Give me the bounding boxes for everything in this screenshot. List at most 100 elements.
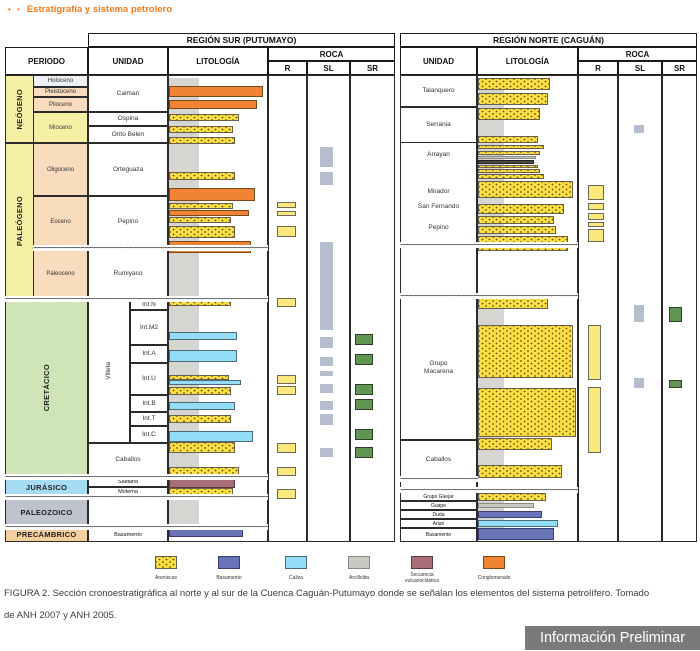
period-label: CRETÁCICO [5,299,88,477]
period-label: JURÁSICO [5,477,88,497]
lith-bar-sand [478,295,548,309]
period-label-text: NEÓGENO [14,88,24,130]
epoch-cell-text: Paleoceno [46,270,75,277]
roca-box-r [588,387,601,453]
norte-region-title: REGIÓN NORTE (CAGUÁN) [493,35,604,45]
epoch-cell: Mioceno [33,112,88,143]
lith-bar-sand [478,78,550,90]
period-label-text: PALEOZOICO [20,507,73,517]
unit-cell-text: Rumiyaco [113,269,143,277]
period-label: PALEOZOICO [5,497,88,527]
lith-bar-sand [169,217,231,223]
roca-box-sl [320,242,333,330]
unit-cell: San Fernando [400,200,477,214]
lith-bar-sand [478,151,540,155]
sur-header-periodo: PERIODO [5,47,88,75]
unit-cell-text: Int.M2 [139,323,159,331]
unit-cell-text: Int.N [142,300,156,308]
legend-label-text: Areniscas [155,575,177,581]
lith-bar-sand [478,108,540,120]
norte-header-litologia: LITOLOGÍA [477,47,578,75]
epoch-cell: Plioceno [33,97,88,112]
legend-label-text: Arcillolita [348,575,369,581]
unit-cell-text: Int.U [142,375,156,383]
unit-cell: Basamento [400,528,477,542]
unit-cell-text: San Fernando [417,203,460,211]
roca-box-sl [320,401,333,410]
unit-cell-text: Orito Belen [111,130,145,138]
roca-box-sl [320,337,333,348]
roca-box-sl [320,357,333,366]
lith-bar-sand [478,169,540,173]
unit-cell-text: Talanquero [422,87,455,95]
unconformity-wavy-line: ~~~~~~~~~~~~~~~~~~~~~~~~~~~~~~~~~~~~~~~~… [5,524,268,530]
norte-header-unidad: UNIDAD [400,47,477,75]
sur-header-unidad: UNIDAD [88,47,168,75]
sur-header-unidad-text: UNIDAD [112,56,144,66]
lith-bar-sand [169,114,239,121]
roca-box-r [277,298,296,307]
unconformity-wavy-line-text: ~~~~~~~~~~~~~~~~~~~~~~~~~~~~~~~~~~~~~~~~… [33,245,268,251]
epoch-cell-text: Oligoceno [46,166,75,173]
unit-cell: Pepino [400,221,477,235]
lith-bar-sand [478,174,544,179]
norte-header-sl-text: SL [634,63,646,73]
arcillolita-band [169,78,199,536]
unit-cell-text: Caballos [115,456,141,464]
roca-box-r [588,325,601,380]
lith-bar-congl [169,86,263,97]
legend-label: Caliza [268,571,324,585]
legend-label: Arcillolita [331,571,387,585]
norte-header-litologia-text: LITOLOGÍA [505,56,550,66]
lith-bar-sand [478,465,562,478]
period-label-text: JURÁSICO [25,482,68,492]
epoch-cell-text: Mioceno [49,124,72,131]
lith-bar-congl [169,188,255,201]
sur-header-litologia: LITOLOGÍA [168,47,268,75]
roca-box-r [588,229,604,242]
roca-box-sr [355,334,373,345]
unit-cell-text: Grupo Macarena [424,359,453,375]
sur-header-roca: ROCA [268,47,395,61]
unconformity-wavy-line: ~~~~~~~~~~~~~~~~~~~~~~~~~~~~~~~~~~~~~~~~… [400,293,578,299]
unconformity-wavy-line: ~~~~~~~~~~~~~~~~~~~~~~~~~~~~~~~~~~~~~~~~… [5,296,268,302]
legend-label-text: Secuencia vulcanoclástica [405,572,439,584]
norte-header-sr: SR [662,61,697,75]
lith-bar-caliza [169,332,237,340]
preliminary-info-badge: Información Preliminar [525,626,700,650]
unconformity-wavy-line-text: ~~~~~~~~~~~~~~~~~~~~~~~~~~~~~~~~~~~~~~~~… [5,296,268,302]
legend-swatch-sand [155,556,177,569]
lith-bar-sand [478,145,544,149]
period-label-text: PALEÓGENO [14,195,24,247]
lith-bar-congl [169,100,257,109]
lith-bar-sand [478,325,573,378]
unit-cell-text: Duda [432,511,445,518]
legend-swatch-base [218,556,240,569]
sur-header-sl: SL [307,61,350,75]
lith-bar-sand [169,203,233,209]
legend-swatch-congl [483,556,505,569]
sur-sr-column [350,75,395,542]
lith-bar-clay [478,156,536,159]
lith-bar-sand [478,181,573,198]
roca-box-sl [634,125,644,133]
norte-header-sl: SL [618,61,662,75]
legend-label-text: Conglomerado [477,575,511,581]
unit-cell: Caballos [400,440,477,479]
unit-cell-text: Int.B [142,399,156,407]
unit-cell: Int.T [130,412,168,426]
norte-header-roca-text: ROCA [625,49,650,59]
unit-cell: Pepino [88,196,168,248]
caption-text-1: FIGURA 2. Sección cronoestratigráfica al… [4,588,650,599]
sur-header-sr: SR [350,61,395,75]
lith-bar-sand [478,204,564,214]
lith-bar-caliza [169,380,241,385]
unconformity-wavy-line: ~~~~~~~~~~~~~~~~~~~~~~~~~~~~~~~~~~~~~~~~… [400,242,578,248]
lith-bar-sand [478,93,548,105]
norte-header-r-text: R [595,63,601,73]
period-label: PALEÓGENO [5,143,33,299]
unit-cell-text: Saldaña [117,479,139,485]
unconformity-wavy-line: ~~~~~~~~~~~~~~~~~~~~~~~~~~~~~~~~~~~~~~~~… [5,474,268,480]
lith-bar-sand [169,375,229,380]
unit-cell-text: Int.C [142,430,156,438]
